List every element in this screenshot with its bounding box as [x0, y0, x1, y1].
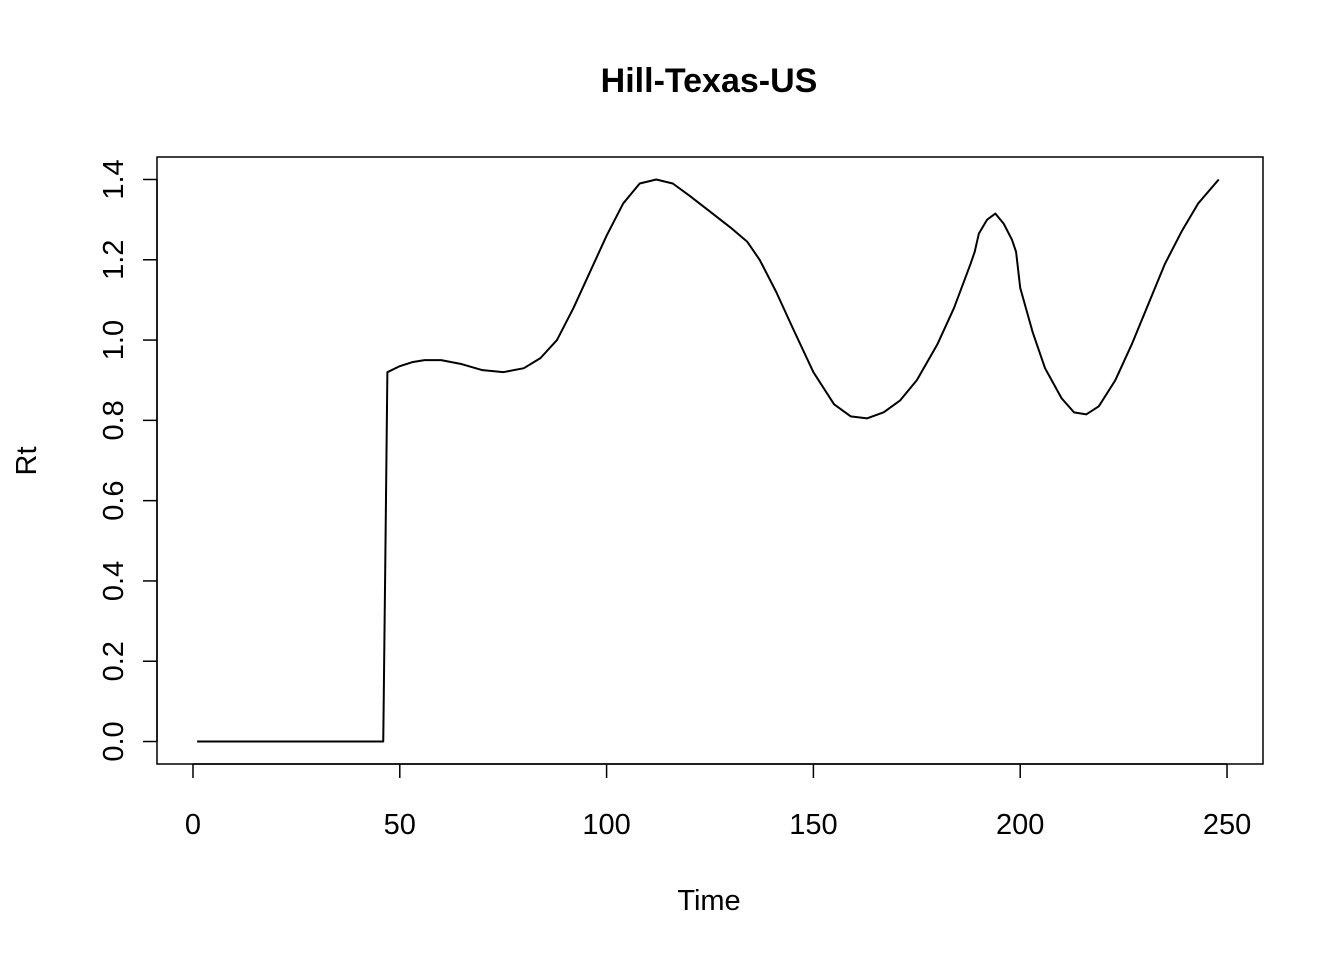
- y-tick-label: 0.6: [98, 480, 130, 520]
- plot-area-frame: [156, 156, 1264, 765]
- x-axis: 0 50 100 150 200 250: [185, 763, 1251, 841]
- y-axis-label: Rt: [11, 447, 43, 476]
- y-tick-label: 0.2: [98, 641, 130, 681]
- y-tick-label: 0.8: [98, 400, 130, 440]
- x-tick-label: 250: [1203, 809, 1251, 841]
- x-axis-label: Time: [677, 885, 740, 917]
- chart-title: Hill-Texas-US: [601, 62, 818, 100]
- y-tick-label: 0.4: [98, 561, 130, 601]
- x-tick-label: 100: [582, 809, 630, 841]
- x-tick-label: 50: [384, 809, 416, 841]
- y-axis: 0.0 0.2 0.4 0.6 0.8 1.0 1.2 1.4: [98, 159, 158, 762]
- series-line-0: [197, 178, 1220, 743]
- y-tick-label: 1.2: [98, 240, 130, 280]
- y-tick-label: 0.0: [98, 721, 130, 761]
- x-tick-label: 200: [996, 809, 1044, 841]
- x-tick-label: 150: [789, 809, 837, 841]
- series-layer: [197, 178, 1220, 743]
- y-tick-label: 1.0: [98, 320, 130, 360]
- x-tick-label: 0: [185, 809, 201, 841]
- y-tick-label: 1.4: [98, 159, 130, 199]
